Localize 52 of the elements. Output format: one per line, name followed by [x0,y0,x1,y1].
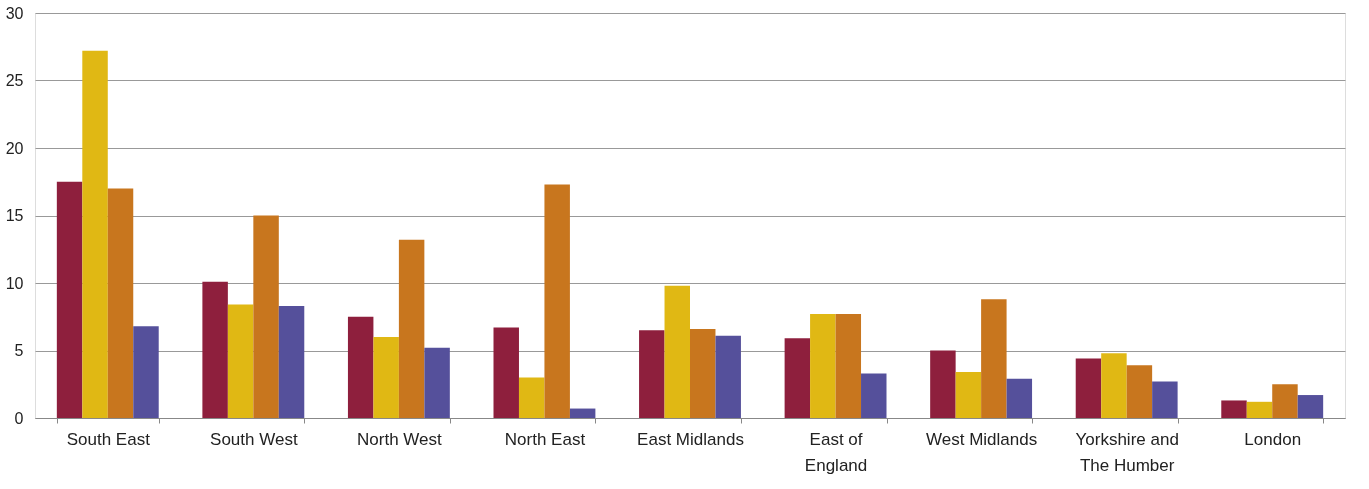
x-tick-label: East Midlands [637,429,744,449]
x-tick-label: South West [210,429,298,449]
y-tick-label: 25 [5,72,24,89]
bar [347,316,374,418]
bar [424,347,450,418]
bar [253,215,279,418]
y-tick-label: 20 [5,139,24,157]
y-tick-label: 10 [5,274,24,292]
bar [955,372,982,418]
bar [1152,381,1178,418]
bar [227,304,254,418]
bar [981,299,1007,418]
bar [278,305,305,418]
bar [202,281,228,418]
bar [1297,395,1324,418]
x-tick-label: North West [357,429,443,449]
bar [1272,384,1298,418]
x-tick-label: East of England [804,429,868,475]
y-tick-label: 15 [5,207,24,224]
y-tick-label: 5 [14,342,24,359]
bar [1101,353,1127,418]
bar [715,335,741,418]
bar [690,328,716,418]
bar [493,327,519,418]
bar [1006,378,1033,418]
bar [133,326,159,418]
x-tick-label: West Midlands [926,429,1038,449]
x-tick-label: London [1244,429,1302,449]
x-tick-label: Yorkshire and The Humber [1075,429,1179,475]
bar [373,337,399,418]
bar [1126,365,1153,418]
bar [784,338,811,418]
bar [664,285,690,418]
bar [107,188,134,418]
y-tick-label: 0 [14,409,24,427]
bar [56,181,83,418]
x-tick-label: North East [504,429,586,449]
bar [639,330,665,418]
bar [518,377,545,418]
bar [1075,358,1102,418]
bar [569,408,596,418]
y-tick-label: 30 [5,4,24,22]
bar [930,350,956,418]
bar [810,314,836,418]
bar [82,50,108,418]
bar [1246,401,1273,418]
bar [398,239,425,418]
bar [544,184,570,418]
bar [861,373,887,418]
x-tick-label: South East [66,429,151,449]
bar [1221,400,1247,418]
bar [835,314,862,418]
